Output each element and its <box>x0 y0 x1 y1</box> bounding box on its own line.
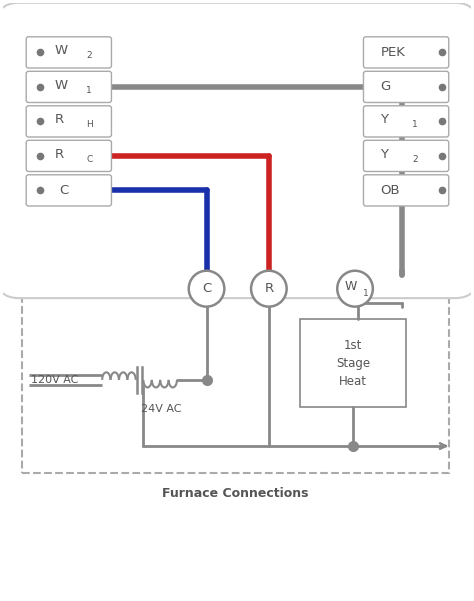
Bar <box>22 270 449 473</box>
Text: 1st
Stage
Heat: 1st Stage Heat <box>336 338 370 388</box>
FancyBboxPatch shape <box>364 37 449 68</box>
Text: H: H <box>86 120 93 129</box>
Text: R: R <box>55 113 64 126</box>
Text: Y: Y <box>380 147 388 160</box>
Text: OB: OB <box>380 184 400 197</box>
Text: C: C <box>59 184 68 197</box>
FancyBboxPatch shape <box>364 175 449 206</box>
Circle shape <box>189 270 224 307</box>
FancyBboxPatch shape <box>364 106 449 137</box>
FancyBboxPatch shape <box>26 175 111 206</box>
Text: PEK: PEK <box>380 46 405 59</box>
Text: Furnace Connections: Furnace Connections <box>162 487 309 500</box>
Text: G: G <box>380 81 391 93</box>
Text: W: W <box>345 280 357 293</box>
Text: 2: 2 <box>86 52 92 61</box>
Text: 24V AC: 24V AC <box>141 404 182 414</box>
FancyBboxPatch shape <box>26 106 111 137</box>
FancyBboxPatch shape <box>364 140 449 171</box>
FancyBboxPatch shape <box>0 3 474 298</box>
FancyBboxPatch shape <box>26 72 111 103</box>
Text: 2: 2 <box>412 155 418 164</box>
FancyBboxPatch shape <box>364 72 449 103</box>
FancyBboxPatch shape <box>26 37 111 68</box>
Text: C: C <box>202 282 211 295</box>
Circle shape <box>337 270 373 307</box>
Text: W: W <box>55 79 67 91</box>
Text: Y: Y <box>380 113 388 126</box>
Text: 120V AC: 120V AC <box>31 375 78 385</box>
Text: 1: 1 <box>86 86 92 95</box>
Circle shape <box>251 270 287 307</box>
Bar <box>300 319 406 407</box>
Text: R: R <box>264 282 273 295</box>
FancyBboxPatch shape <box>26 140 111 171</box>
Text: R: R <box>55 147 64 160</box>
Text: C: C <box>86 155 92 164</box>
Text: 1: 1 <box>363 289 368 298</box>
Text: 1: 1 <box>412 120 418 129</box>
Text: W: W <box>55 44 67 57</box>
